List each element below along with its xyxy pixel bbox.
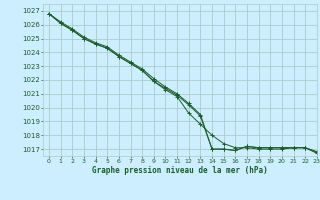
X-axis label: Graphe pression niveau de la mer (hPa): Graphe pression niveau de la mer (hPa) [92, 166, 268, 175]
